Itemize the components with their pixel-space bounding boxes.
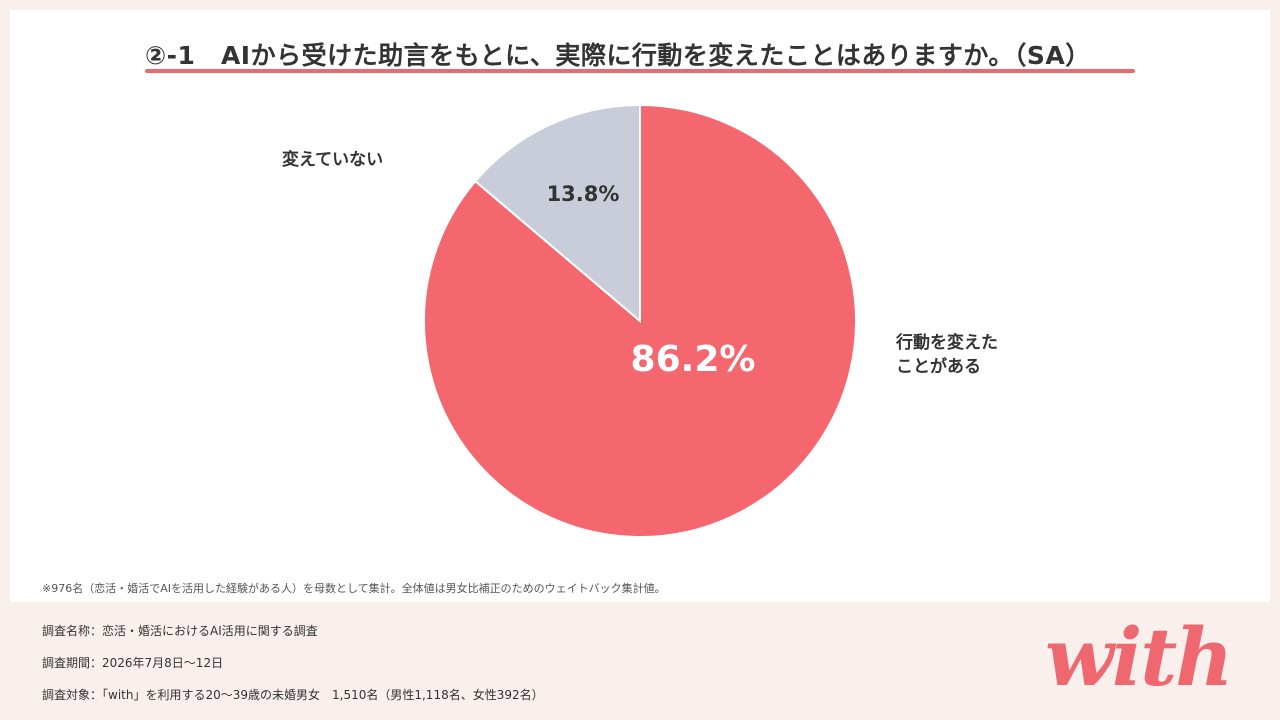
pie-value-not-changed: 13.8%	[547, 182, 620, 206]
with-logo: with	[1045, 610, 1233, 704]
slice-label-changed-line1: 行動を変えた	[896, 333, 998, 353]
survey-name: 調査名称：恋活・婚活におけるAI活用に関する調査	[42, 624, 318, 638]
title-underline	[145, 69, 1135, 73]
slice-label-changed: 行動を変えた ことがある	[896, 331, 998, 379]
slice-label-not-changed: 変えていない	[282, 148, 383, 172]
footnote: ※976名（恋活・婚活でAIを活用した経験がある人）を母数として集計。全体値は男…	[42, 582, 666, 595]
slice-label-not-changed-line1: 変えていない	[282, 150, 384, 170]
survey-period: 調査期間：2026年7月8日〜12日	[42, 656, 224, 670]
pie-value-changed: 86.2%	[631, 339, 756, 380]
slice-label-changed-line2: ことがある	[896, 357, 981, 377]
chart-title: ②-1 AIから受けた助言をもとに、実際に行動を変えたことはありますか。（SA）	[145, 41, 1091, 70]
pie-slice-not-changed	[473, 103, 641, 324]
survey-target: 調査対象：「with」を利用する20〜39歳の未婚男女 1,510名（男性1,1…	[42, 688, 544, 702]
